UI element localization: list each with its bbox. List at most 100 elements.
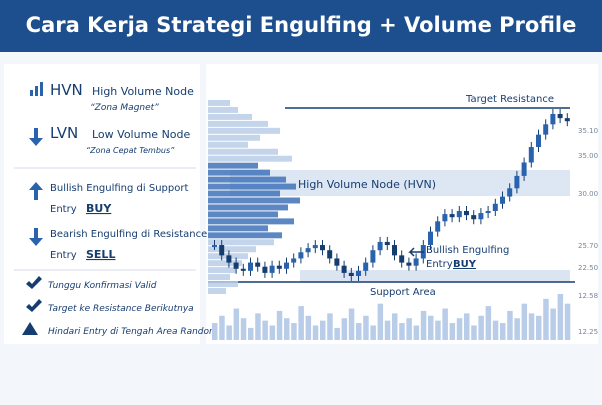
volume-bar (449, 323, 456, 340)
candle (291, 258, 297, 263)
volume-bar (312, 325, 319, 340)
legend-label: Bearish Engulfing di Resistance (50, 229, 207, 240)
legend-label: Low Volume Node (92, 128, 191, 141)
candle (464, 210, 469, 216)
title: Cara Kerja Strategi Engulfing + Volume P… (26, 13, 577, 37)
profile-bar (208, 246, 256, 253)
axis-label: 12.25 (578, 328, 598, 336)
candle (269, 265, 275, 273)
volume-bar (370, 325, 376, 340)
candle (500, 196, 505, 204)
volume-bar (219, 315, 225, 340)
volume-bar (255, 313, 261, 340)
profile-bar (208, 281, 238, 288)
volume-bar (521, 303, 528, 340)
annotations: Target Resistance High Volume Node (HVN)… (298, 94, 554, 298)
volume-bar (413, 325, 420, 340)
check-item: Tunggu Konfirmasi Valid (48, 281, 157, 291)
axis-label: 22.50 (578, 264, 598, 272)
axis-label: 30.00 (578, 190, 598, 198)
annotation: Entry (426, 259, 453, 270)
chart-marks: 35.10 35.00 30.00 25.70 22.50 12.58 12.25 (208, 100, 598, 340)
candle (327, 250, 333, 259)
profile-bar (208, 232, 282, 239)
volume-bar (327, 313, 333, 340)
legend-entry: Entry (50, 250, 77, 261)
candle (356, 270, 361, 276)
volume-bar (240, 318, 247, 340)
arrow (408, 247, 424, 257)
volume-bar (384, 320, 391, 340)
candle (262, 266, 268, 273)
candle (240, 268, 246, 271)
candle (543, 124, 549, 135)
profile-bar (208, 183, 296, 190)
volume-bar (298, 306, 304, 340)
candle (341, 265, 347, 273)
volume-bar (528, 313, 535, 340)
icons (22, 82, 43, 335)
volume-bar (212, 323, 218, 340)
volume-bar (564, 303, 571, 340)
header-band (0, 0, 602, 52)
volume-bar (406, 318, 412, 340)
legend-label: Bullish Engulfing di Support (50, 183, 188, 194)
profile-bar (208, 288, 226, 294)
axis-label: 12.58 (578, 292, 598, 300)
annotation: Bullish Engulfing (426, 245, 509, 256)
legend-note: “Zona Cepat Tembus” (86, 146, 175, 155)
volume-bar (514, 318, 520, 340)
candle (348, 272, 354, 276)
candle (485, 210, 491, 214)
profile-bar (208, 127, 280, 134)
check-item: Target ke Resistance Berikutnya (48, 304, 194, 314)
legend-entry: Entry (50, 204, 77, 215)
candle (536, 134, 541, 148)
candle (320, 245, 325, 251)
volume-bar (500, 323, 506, 340)
candle (471, 215, 477, 220)
volume-bar (363, 315, 369, 340)
candle (284, 262, 289, 269)
volume-bar (464, 313, 470, 340)
candle (449, 214, 455, 218)
volume-bar (341, 318, 348, 340)
candle (564, 118, 570, 122)
volume-bar (471, 325, 477, 340)
volume-bar (492, 320, 499, 340)
profile-bar (208, 239, 274, 246)
candle (478, 213, 484, 220)
profile-bar (208, 100, 230, 106)
profile-bar (208, 134, 260, 141)
profile-bar (208, 141, 248, 148)
candle (312, 245, 318, 249)
candle (428, 231, 433, 246)
candle (456, 210, 462, 218)
legend-code: LVN (50, 124, 78, 142)
annotation: Support Area (370, 287, 436, 298)
profile-bar (208, 204, 288, 211)
candle (363, 262, 369, 271)
volume-bar (507, 310, 513, 340)
candle (334, 258, 340, 266)
volume-bar (334, 327, 340, 340)
volume-bar (420, 310, 427, 340)
profile-bar (208, 155, 292, 162)
volume-bar (557, 294, 564, 340)
volume-bar (276, 310, 283, 340)
candle (212, 245, 217, 248)
volume-bar (284, 318, 290, 340)
volume-bar (399, 323, 405, 340)
profile-bar (208, 225, 268, 232)
profile-bar (208, 120, 268, 127)
profile-bar (208, 148, 278, 155)
profile-bar (208, 211, 278, 218)
profile-bar (208, 176, 286, 183)
candle (435, 221, 441, 232)
legend-action: BUY (86, 202, 112, 215)
volume-bar (478, 315, 484, 340)
legend-code: HVN (50, 81, 83, 99)
profile-bar (208, 267, 236, 274)
check-item: Hindari Entry di Tengah Area Random (48, 327, 218, 337)
candle (276, 265, 282, 269)
